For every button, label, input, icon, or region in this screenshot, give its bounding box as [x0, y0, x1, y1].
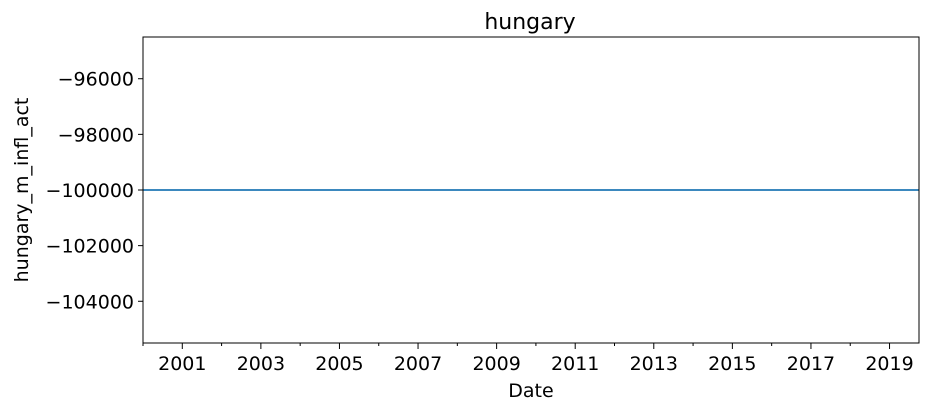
x-tick-label: 2011 [551, 353, 599, 375]
y-axis-label: hungary_m_infl_act [11, 98, 33, 283]
x-tick-label: 2013 [630, 353, 678, 375]
y-tick-label: −100000 [46, 180, 134, 202]
x-tick-label: 2001 [158, 353, 206, 375]
x-tick-label: 2017 [787, 353, 835, 375]
y-axis: −96000 −98000 −100000 −102000 −104000 [46, 69, 143, 313]
x-axis-label: Date [508, 380, 553, 402]
plot-frame [142, 36, 920, 344]
x-tick-label: 2009 [472, 353, 520, 375]
x-tick-label: 2003 [237, 353, 285, 375]
y-tick-label: −96000 [58, 69, 134, 91]
x-axis: 2001 2003 2005 2007 2009 2011 2013 2015 2017 2019 [142, 343, 914, 375]
chart-title: hungary [484, 10, 575, 35]
x-tick-label: 2007 [394, 353, 442, 375]
x-tick-label: 2019 [865, 353, 913, 375]
y-tick-label: −102000 [46, 236, 134, 258]
y-tick-label: −104000 [46, 291, 134, 313]
x-tick-label: 2015 [708, 353, 756, 375]
y-tick-label: −98000 [58, 124, 134, 146]
x-tick-label: 2005 [315, 353, 363, 375]
